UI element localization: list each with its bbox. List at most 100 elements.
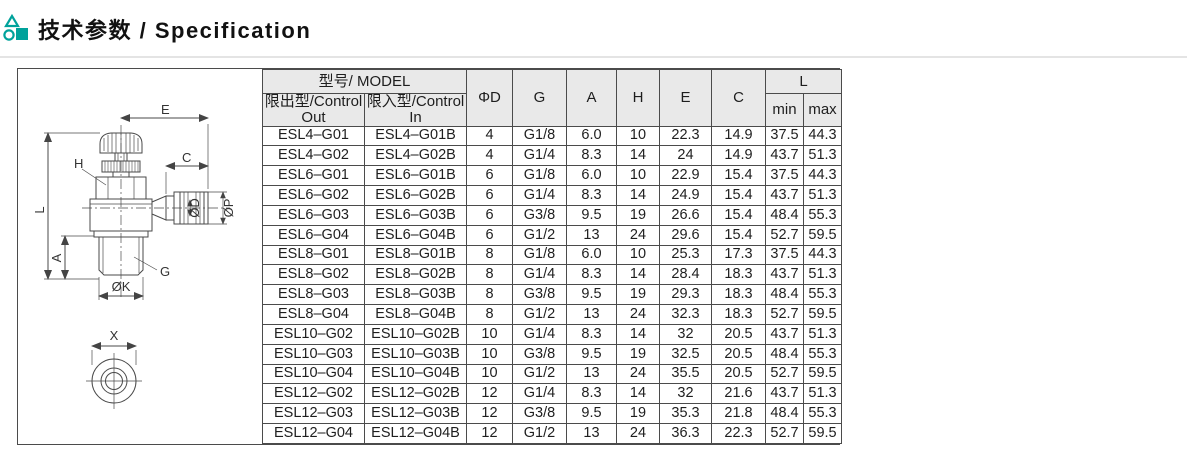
model-control-out: ESL6–G02 [262, 185, 365, 206]
header-l-min: min [765, 93, 804, 127]
header-control-out: 限出型/Control Out [262, 93, 365, 127]
spec-value: 55.3 [803, 204, 842, 226]
table-row: ESL12–G02 ESL12–G02B 12 G1/4 8.3 14 32 21.6 43.7… [262, 383, 842, 405]
header-l-max: max [803, 93, 842, 127]
spec-value: 6 [466, 165, 513, 187]
spec-value: 8 [466, 264, 513, 286]
spec-value: 51.3 [803, 185, 842, 206]
spec-value: 43.7 [765, 323, 804, 345]
table-row: ESL6–G03 ESL6–G03B 6 G3/8 9.5 19 26.6 15.4 48.4 5… [262, 204, 842, 226]
spec-value: 22.3 [711, 423, 766, 444]
spec-value: 8.3 [566, 323, 617, 345]
model-control-in: ESL12–G03B [364, 403, 467, 425]
spec-value: G1/8 [512, 125, 567, 147]
spec-value: 59.5 [803, 224, 842, 246]
table-row: ESL6–G02 ESL6–G02B 6 G1/4 8.3 14 24.9 15.4 43.7 5… [262, 185, 842, 206]
table-row: ESL4–G01 ESL4–G01B 4 G1/8 6.0 10 22.3 14.9 37.5 4… [262, 125, 842, 147]
spec-value: 14.9 [711, 125, 766, 147]
dim-label-c: C [182, 150, 191, 165]
model-control-out: ESL6–G04 [262, 224, 365, 246]
spec-value: 59.5 [803, 363, 842, 385]
spec-value: 21.8 [711, 403, 766, 425]
spec-value: G1/2 [512, 224, 567, 246]
spec-value: 59.5 [803, 423, 842, 444]
header-col-h: H [616, 69, 660, 127]
spec-value: 8.3 [566, 264, 617, 286]
table-row: ESL8–G01 ESL8–G01B 8 G1/8 6.0 10 25.3 17.3 37.5 4… [262, 244, 842, 266]
spec-value: 4 [466, 125, 513, 147]
spec-value: 48.4 [765, 204, 804, 226]
header-model-group: 型号/ MODEL [262, 69, 467, 94]
spec-value: G1/4 [512, 145, 567, 167]
spec-value: 36.3 [659, 423, 712, 444]
spec-value: 48.4 [765, 343, 804, 365]
spec-value: 10 [616, 125, 660, 147]
model-control-out: ESL4–G01 [262, 125, 365, 147]
spec-value: 24 [616, 224, 660, 246]
spec-value: 44.3 [803, 125, 842, 147]
spec-value: 51.3 [803, 264, 842, 286]
spec-value: 6 [466, 185, 513, 206]
spec-value: 9.5 [566, 284, 617, 306]
spec-value: 35.3 [659, 403, 712, 425]
spec-value: 15.4 [711, 204, 766, 226]
spec-value: 15.4 [711, 224, 766, 246]
spec-value: 10 [466, 343, 513, 365]
spec-value: G1/4 [512, 383, 567, 405]
model-control-in: ESL4–G02B [364, 145, 467, 167]
model-control-in: ESL8–G02B [364, 264, 467, 286]
spec-value: 12 [466, 383, 513, 405]
spec-value: 43.7 [765, 145, 804, 167]
table-row: ESL10–G04 ESL10–G04B 10 G1/2 13 24 35.5 20.5 52.… [262, 363, 842, 385]
spec-value: 51.3 [803, 323, 842, 345]
spec-value: G1/4 [512, 264, 567, 286]
model-control-in: ESL4–G01B [364, 125, 467, 147]
spec-value: G3/8 [512, 204, 567, 226]
spec-value: 24 [659, 145, 712, 167]
model-control-in: ESL6–G04B [364, 224, 467, 246]
spec-value: 14 [616, 383, 660, 405]
spec-value: 37.5 [765, 165, 804, 187]
spec-value: G1/2 [512, 363, 567, 385]
spec-value: 8.3 [566, 383, 617, 405]
table-row: ESL8–G04 ESL8–G04B 8 G1/2 13 24 32.3 18.3 52.7 59… [262, 304, 842, 325]
spec-value: 21.6 [711, 383, 766, 405]
spec-value: 18.3 [711, 264, 766, 286]
spec-value: 28.4 [659, 264, 712, 286]
spec-value: 6.0 [566, 244, 617, 266]
spec-value: G3/8 [512, 403, 567, 425]
model-control-out: ESL10–G03 [262, 343, 365, 365]
spec-value: 18.3 [711, 304, 766, 325]
model-control-out: ESL12–G03 [262, 403, 365, 425]
spec-value: G1/8 [512, 244, 567, 266]
model-control-out: ESL8–G04 [262, 304, 365, 325]
model-control-out: ESL8–G01 [262, 244, 365, 266]
dim-label-e: E [161, 102, 170, 117]
spec-value: 20.5 [711, 363, 766, 385]
model-control-in: ESL10–G02B [364, 323, 467, 345]
spec-value: 19 [616, 284, 660, 306]
model-control-out: ESL12–G04 [262, 423, 365, 444]
spec-value: 43.7 [765, 264, 804, 286]
spec-value: 43.7 [765, 383, 804, 405]
spec-value: 6 [466, 204, 513, 226]
spec-value: 8.3 [566, 145, 617, 167]
spec-value: 13 [566, 224, 617, 246]
spec-value: 19 [616, 204, 660, 226]
model-control-out: ESL4–G02 [262, 145, 365, 167]
spec-value: 29.3 [659, 284, 712, 306]
spec-value: 19 [616, 343, 660, 365]
spec-value: 10 [466, 323, 513, 345]
spec-value: 35.5 [659, 363, 712, 385]
header-col-c: C [711, 69, 766, 127]
page-title: 技术参数 / Specification [38, 18, 312, 43]
table-row: ESL12–G03 ESL12–G03B 12 G3/8 9.5 19 35.3 21.8 48… [262, 403, 842, 425]
spec-value: 37.5 [765, 125, 804, 147]
spec-panel: E C H L A G ØK ØD ØP X 型号/ MODEL ΦD G A … [17, 68, 842, 445]
model-control-out: ESL12–G02 [262, 383, 365, 405]
specification-table: 型号/ MODEL ΦD G A H E C L 限出型/Control Out… [262, 69, 842, 444]
table-row: ESL10–G02 ESL10–G02B 10 G1/4 8.3 14 32 20.5 43.7… [262, 323, 842, 345]
spec-value: 55.3 [803, 343, 842, 365]
spec-value: 24.9 [659, 185, 712, 206]
spec-value: 8 [466, 304, 513, 325]
